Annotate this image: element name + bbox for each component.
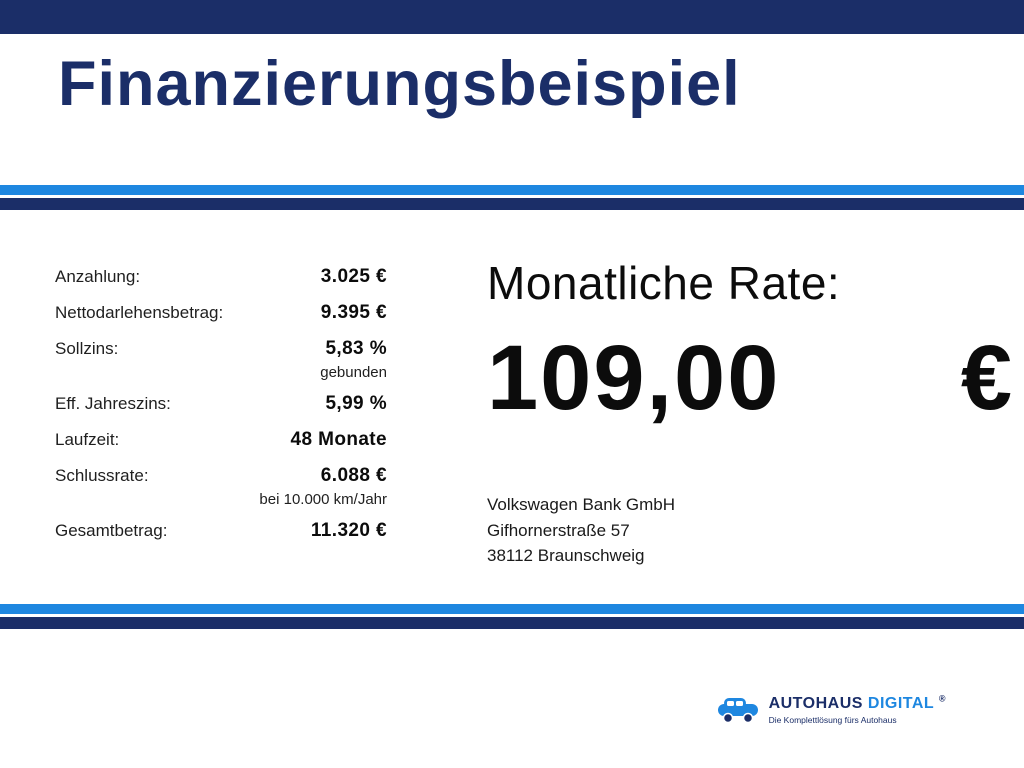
autohaus-digital-logo: AUTOHAUS DIGITAL ® Die Komplettlösung fü… [717, 694, 946, 725]
brand-line: AUTOHAUS DIGITAL ® [768, 694, 946, 713]
table-row: Sollzins: 5,83 % [55, 338, 387, 360]
separator-top-blue-line [0, 185, 1024, 195]
rate-amount-value: 109,00 [487, 327, 781, 429]
top-navy-bar [0, 0, 1024, 34]
table-row: Laufzeit: 48 Monate [55, 429, 387, 451]
rate-amount-currency: € [960, 327, 1014, 429]
bank-street: Gifhornerstraße 57 [487, 520, 630, 540]
monthly-rate-heading: Monatliche Rate: [487, 257, 841, 309]
separator-bottom-blue-line [0, 604, 1024, 614]
row-label: Schlussrate: [55, 466, 149, 485]
row-label: Nettodarlehensbetrag: [55, 303, 224, 322]
table-row: Anzahlung: 3.025 € [55, 266, 387, 288]
separator-bottom-gap [0, 614, 1024, 617]
page-title: Finanzierungsbeispiel [58, 49, 741, 119]
separator-top-gap [0, 195, 1024, 198]
row-value: 11.320 € [310, 520, 387, 541]
table-row: Gesamtbetrag: 11.320 € [55, 520, 387, 542]
row-note: gebunden [320, 364, 387, 381]
row-label: Sollzins: [55, 339, 119, 358]
row-label: Eff. Jahreszins: [55, 394, 171, 413]
row-value: 5,99 % [325, 393, 387, 414]
table-row: Nettodarlehensbetrag: 9.395 € [55, 302, 387, 324]
bank-name: Volkswagen Bank GmbH [487, 495, 676, 514]
row-value: 9.395 € [320, 302, 387, 323]
financing-details-table: Anzahlung: 3.025 € Nettodarlehensbetrag:… [55, 266, 387, 556]
table-row: Eff. Jahreszins: 5,99 % [55, 393, 387, 415]
monthly-rate-amount: 109,00 € [487, 332, 1014, 424]
registered-mark: ® [938, 694, 946, 704]
logo-tagline: Die Komplettlösung fürs Autohaus [768, 715, 897, 726]
brand-autohaus: AUTOHAUS [768, 695, 863, 713]
row-value: 48 Monate [290, 429, 387, 450]
brand-digital: DIGITAL [867, 695, 934, 713]
logo-text: AUTOHAUS DIGITAL ® Die Komplettlösung fü… [769, 694, 946, 725]
car-icon [717, 695, 759, 725]
row-label: Anzahlung: [55, 267, 141, 286]
row-label: Laufzeit: [55, 430, 120, 449]
monthly-rate-block: Monatliche Rate: 109,00 € [487, 256, 1014, 424]
row-value: 3.025 € [320, 266, 387, 287]
separator-top [0, 185, 1024, 210]
separator-bottom [0, 604, 1024, 629]
bank-city: 38112 Braunschweig [487, 546, 645, 565]
row-note: bei 10.000 km/Jahr [259, 491, 387, 508]
separator-top-navy-line [0, 198, 1024, 210]
separator-bottom-navy-line [0, 617, 1024, 629]
row-value: 5,83 % [325, 338, 387, 359]
row-value: 6.088 € [320, 465, 387, 486]
table-row: Schlussrate: 6.088 € [55, 465, 387, 487]
row-label: Gesamtbetrag: [55, 521, 168, 540]
bank-address: Volkswagen Bank GmbH Gifhornerstraße 57 … [487, 492, 675, 569]
